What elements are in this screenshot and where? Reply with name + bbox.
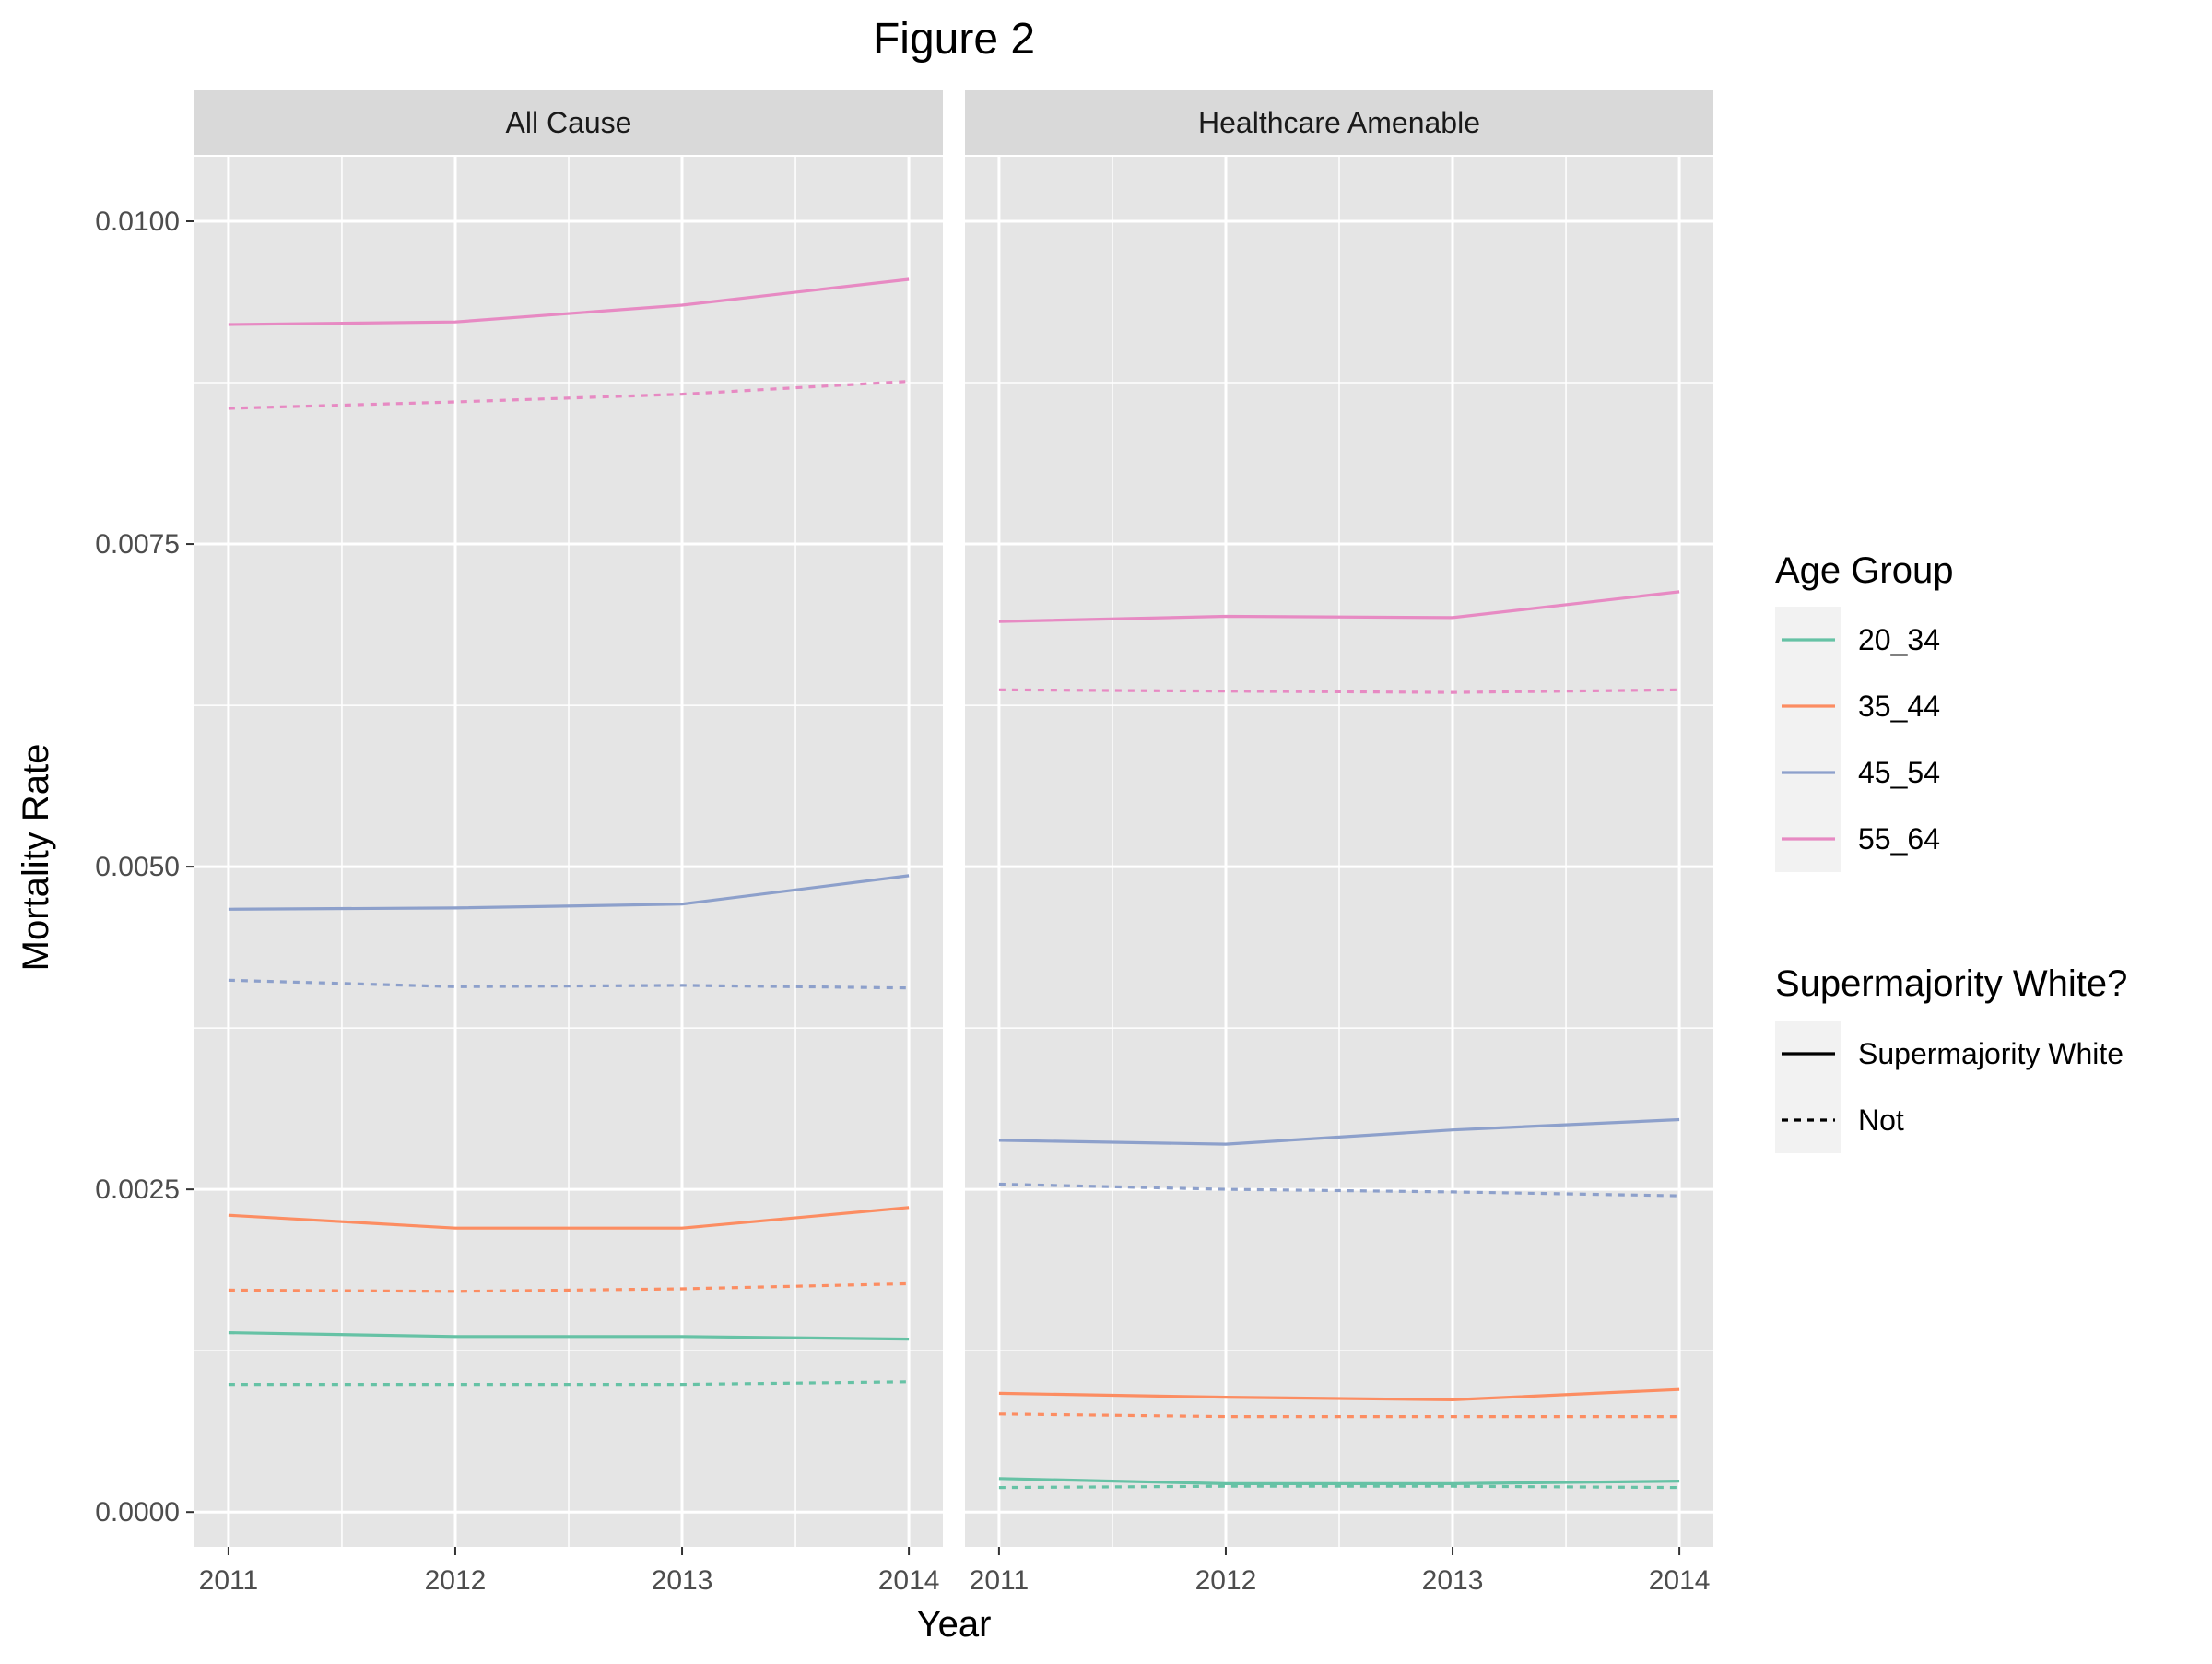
- series-line-healthcare-amenable-35-44-not: [998, 1412, 1680, 1419]
- panels-layer: All Cause Healthcare Amenable: [194, 90, 1713, 1547]
- x-tick-label: 2011: [199, 1565, 259, 1596]
- series-line-all-cause-35-44-supermajority-white: [228, 1206, 910, 1230]
- x-tick-label: 2013: [652, 1565, 713, 1596]
- series-line-healthcare-amenable-20-34-supermajority-white: [998, 1477, 1680, 1486]
- strip-all-cause: [194, 90, 943, 155]
- series-line-healthcare-amenable-45-54-supermajority-white: [998, 1117, 1680, 1146]
- strip-label-all-cause: All Cause: [506, 106, 632, 139]
- series-line-all-cause-55-64-supermajority-white: [228, 277, 910, 326]
- legend-label-35-44: 35_44: [1858, 690, 1940, 723]
- legend-age-group-items: 20_34 35_44 45_54 55_64: [1775, 607, 1940, 872]
- legend-label-supermajority-white: Supermajority White: [1858, 1037, 2124, 1070]
- series-line-healthcare-amenable-55-64-not: [998, 688, 1680, 694]
- strip-healthcare-amenable: [965, 90, 1713, 155]
- series-line-healthcare-amenable-35-44-supermajority-white: [998, 1387, 1680, 1402]
- series-line-healthcare-amenable-20-34-not: [998, 1484, 1680, 1490]
- series-line-all-cause-55-64-not: [228, 380, 910, 410]
- x-tick-label: 2013: [1422, 1565, 1484, 1596]
- x-axis-title: Year: [917, 1604, 992, 1645]
- x-tick-label: 2014: [1649, 1565, 1711, 1596]
- legend: Age Group 20_34 35_44 45_54 55_64 Supermajo…: [1775, 550, 2127, 1153]
- legend-label-not: Not: [1858, 1103, 1904, 1137]
- y-tick-label: 0.0050: [95, 852, 180, 882]
- panel-healthcare-amenable: Healthcare Amenable: [965, 90, 1713, 1547]
- legend-title-supermajority: Supermajority White?: [1775, 963, 2127, 1004]
- panel-all-cause: All Cause: [194, 90, 943, 1547]
- legend-label-55-64: 55_64: [1858, 822, 1940, 856]
- axes-layer: Figure 2 Year Mortality Rate 2011 2012 201…: [16, 15, 1710, 1645]
- legend-label-45-54: 45_54: [1858, 756, 1940, 789]
- x-tick-label: 2011: [970, 1565, 1030, 1596]
- legend-supermajority-items: Supermajority White Not: [1775, 1021, 2124, 1153]
- legend-linetype-key-background: [1775, 1021, 1841, 1153]
- legend-title-age-group: Age Group: [1775, 550, 1953, 591]
- strip-label-healthcare-amenable: Healthcare Amenable: [1198, 106, 1480, 139]
- legend-age-key-background: [1775, 607, 1841, 872]
- legend-label-20-34: 20_34: [1858, 623, 1940, 656]
- chart-title: Figure 2: [873, 15, 1035, 64]
- x-tick-label: 2012: [425, 1565, 487, 1596]
- y-tick-label: 0.0075: [95, 529, 180, 560]
- y-tick-label: 0.0100: [95, 207, 180, 237]
- series-line-healthcare-amenable-55-64-supermajority-white: [998, 590, 1680, 623]
- y-axis-title: Mortality Rate: [16, 744, 56, 972]
- series-line-all-cause-45-54-supermajority-white: [228, 874, 910, 911]
- x-tick-label: 2012: [1195, 1565, 1257, 1596]
- y-tick-label: 0.0025: [95, 1174, 180, 1205]
- series-line-all-cause-35-44-not: [228, 1281, 910, 1293]
- series-line-all-cause-45-54-not: [228, 978, 910, 990]
- series-line-healthcare-amenable-45-54-not: [998, 1182, 1680, 1198]
- series-line-all-cause-20-34-supermajority-white: [228, 1331, 910, 1341]
- series-line-all-cause-20-34-not: [228, 1380, 910, 1387]
- x-tick-label: 2014: [878, 1565, 940, 1596]
- y-tick-label: 0.0000: [95, 1497, 180, 1528]
